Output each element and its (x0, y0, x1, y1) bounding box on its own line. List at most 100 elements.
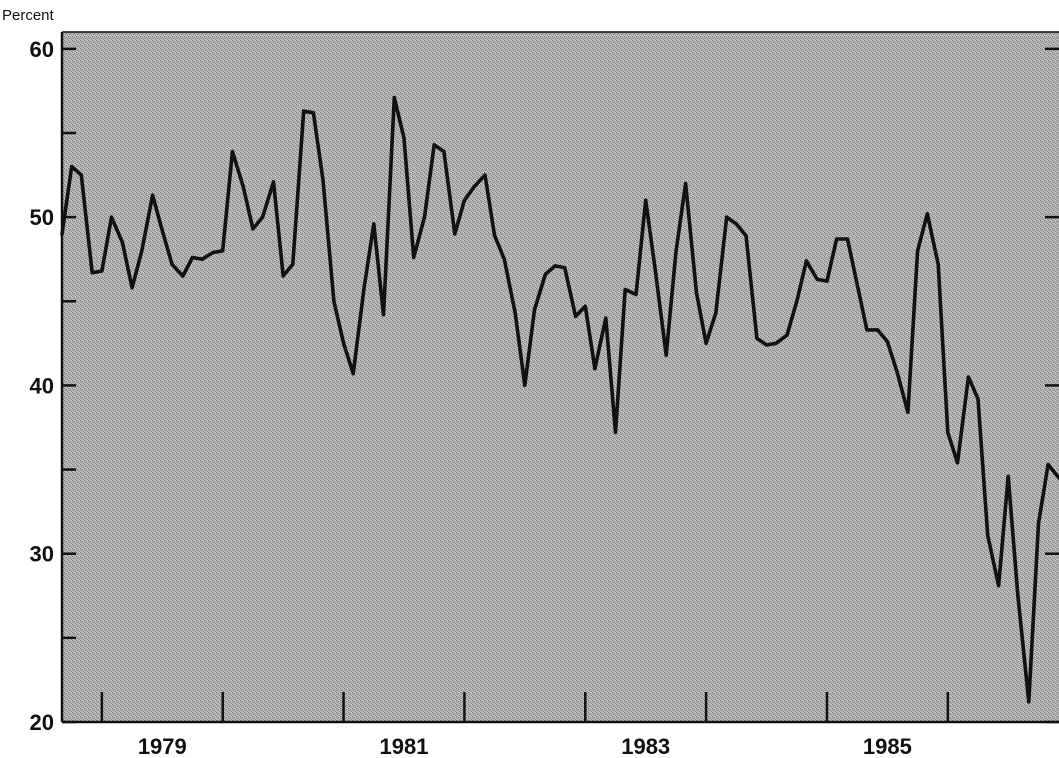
data-point (422, 215, 427, 219)
data-point (392, 96, 396, 100)
data-point (160, 228, 164, 233)
data-point (553, 264, 557, 268)
data-point (321, 178, 325, 182)
data-point (876, 328, 880, 332)
data-point (996, 584, 1001, 588)
data-point (483, 173, 487, 177)
data-point (302, 109, 306, 113)
data-point (90, 271, 94, 275)
plot-area (62, 32, 1059, 722)
data-point (835, 237, 839, 241)
data-point (714, 311, 718, 315)
data-point (845, 237, 850, 241)
data-point (230, 149, 234, 154)
data-point (674, 250, 678, 255)
data-point (79, 173, 83, 177)
data-point (70, 165, 74, 169)
data-point (755, 336, 759, 340)
data-point (925, 212, 929, 216)
data-point (221, 249, 225, 253)
data-point (190, 255, 195, 260)
data-point (885, 340, 889, 344)
series-line (60, 95, 1059, 704)
data-point (986, 533, 990, 537)
data-point (109, 215, 114, 219)
data-point (734, 222, 738, 226)
data-point (432, 143, 436, 147)
y-tick-label: 30 (30, 542, 54, 567)
data-point (855, 282, 859, 287)
data-point (563, 266, 567, 270)
data-point (825, 279, 829, 283)
data-point (694, 291, 699, 295)
data-point (1016, 594, 1020, 598)
data-point (513, 311, 517, 315)
data-point (351, 372, 355, 376)
data-point (140, 249, 144, 253)
data-point (966, 375, 970, 379)
data-point (593, 366, 597, 371)
data-point (725, 215, 729, 219)
data-point (946, 430, 950, 435)
y-tick-label: 40 (30, 373, 54, 398)
data-point (936, 262, 940, 266)
data-point (151, 193, 155, 197)
data-point (472, 185, 476, 189)
data-point (271, 180, 276, 184)
data-point (311, 111, 315, 115)
data-point (704, 341, 708, 345)
x-tick-label: 1979 (138, 734, 187, 758)
data-point (120, 240, 125, 244)
data-point (281, 274, 285, 278)
data-point (211, 250, 215, 255)
data-point (381, 313, 386, 317)
x-tick-label: 1983 (621, 734, 670, 758)
data-point (402, 136, 406, 140)
data-point (523, 383, 527, 388)
data-point (1006, 474, 1010, 478)
data-point (865, 328, 869, 332)
data-point (502, 257, 506, 261)
data-point (493, 234, 497, 238)
data-point (795, 299, 799, 303)
data-point (604, 316, 608, 320)
data-point (583, 304, 587, 308)
y-tick-label: 50 (30, 205, 54, 230)
x-tick-label: 1985 (863, 734, 912, 758)
x-tick-label: 1981 (380, 734, 429, 758)
data-point (453, 232, 457, 236)
data-point (200, 257, 204, 261)
data-point (764, 343, 769, 347)
data-point (130, 286, 134, 290)
y-tick-label: 20 (30, 710, 54, 735)
data-point (261, 215, 265, 219)
data-point (683, 181, 688, 186)
data-point (653, 269, 657, 273)
data-point (906, 410, 910, 414)
data-point (574, 314, 578, 319)
data-point (785, 333, 789, 337)
data-point (532, 308, 537, 312)
data-point (251, 227, 255, 231)
data-point (664, 353, 668, 357)
data-point (1027, 700, 1031, 704)
data-point (241, 185, 245, 189)
data-point (955, 461, 960, 465)
data-point (916, 249, 920, 253)
data-point (341, 341, 346, 345)
data-point (442, 149, 446, 154)
data-point (895, 370, 899, 374)
data-point (623, 287, 627, 292)
data-point (170, 262, 174, 266)
data-point (976, 397, 980, 401)
data-point (362, 286, 366, 290)
data-point (815, 277, 819, 281)
data-point (744, 234, 748, 238)
data-point (634, 292, 638, 297)
y-axis-label: Percent (2, 7, 55, 24)
data-point (644, 198, 648, 202)
data-point (613, 430, 618, 435)
data-point (1036, 521, 1041, 526)
